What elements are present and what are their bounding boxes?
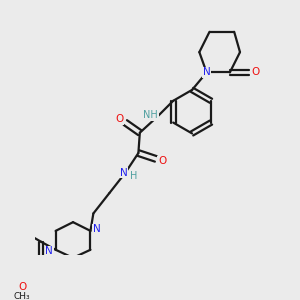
Text: N: N bbox=[120, 168, 128, 178]
Text: O: O bbox=[158, 156, 166, 166]
Text: O: O bbox=[251, 68, 259, 77]
Text: N: N bbox=[45, 246, 53, 256]
Text: O: O bbox=[18, 282, 26, 292]
Text: N: N bbox=[203, 68, 211, 77]
Text: O: O bbox=[116, 114, 124, 124]
Text: H: H bbox=[130, 171, 138, 181]
Text: N: N bbox=[93, 224, 101, 234]
Text: NH: NH bbox=[143, 110, 158, 120]
Text: CH₃: CH₃ bbox=[13, 292, 30, 300]
